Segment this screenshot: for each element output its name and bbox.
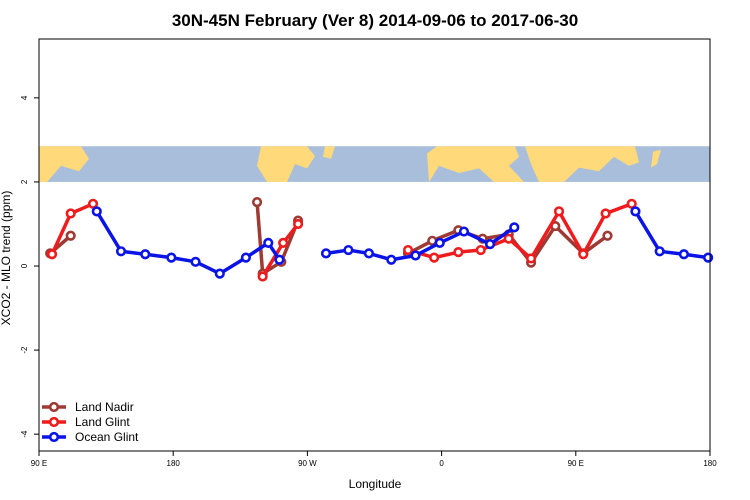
data-point xyxy=(703,252,714,263)
y-axis-label: XCO2 - MLO trend (ppm) xyxy=(0,191,13,326)
data-point xyxy=(65,208,76,219)
map-land xyxy=(257,146,315,182)
legend-marker xyxy=(48,401,60,413)
map-land xyxy=(323,146,335,159)
series-line xyxy=(255,201,300,276)
data-point xyxy=(578,249,589,260)
data-point xyxy=(600,208,611,219)
legend-label: Land Glint xyxy=(75,415,130,429)
data-point xyxy=(553,206,565,217)
data-point xyxy=(214,268,225,279)
y-tick-label: -2 xyxy=(20,346,29,354)
map-land xyxy=(39,146,89,182)
y-tick-label: -4 xyxy=(20,430,29,438)
y-axis: -4 -2 0 2 4 xyxy=(20,95,39,438)
data-point xyxy=(320,248,332,259)
data-point xyxy=(630,206,641,217)
data-point xyxy=(240,252,251,263)
data-point xyxy=(386,254,397,265)
data-point xyxy=(87,198,99,209)
data-point xyxy=(278,237,289,248)
series-line xyxy=(407,202,633,261)
data-point xyxy=(363,248,375,259)
data-point xyxy=(190,256,201,267)
data-point xyxy=(509,222,520,233)
data-point xyxy=(654,246,665,257)
data-point xyxy=(263,237,274,248)
data-point xyxy=(525,253,537,264)
x-tick-label: 90 E xyxy=(568,459,584,468)
data-point xyxy=(458,226,470,237)
x-tick-label: 180 xyxy=(167,459,181,468)
x-axis: 90 E 180 90 W 0 90 E 180 xyxy=(31,451,717,468)
chart-title: 30N-45N February (Ver 8) 2014-09-06 to 2… xyxy=(172,11,578,30)
data-point xyxy=(251,197,263,208)
plot-frame xyxy=(38,38,711,452)
data-point xyxy=(274,254,285,265)
data-point xyxy=(292,218,304,230)
data-point xyxy=(140,249,151,260)
data-point xyxy=(503,233,514,244)
data-point xyxy=(475,244,486,256)
data-point xyxy=(91,206,102,217)
x-tick-label: 90 E xyxy=(31,459,47,468)
series-land-glint xyxy=(46,198,637,282)
data-point xyxy=(434,237,445,248)
data-point xyxy=(602,230,613,241)
x-tick-label: 90 W xyxy=(298,459,317,468)
legend-item: Ocean Glint xyxy=(42,430,139,444)
legend-item: Land Nadir xyxy=(42,400,134,414)
data-point xyxy=(626,198,637,209)
x-tick-label: 180 xyxy=(703,459,717,468)
data-point xyxy=(484,239,496,250)
y-tick-label: 2 xyxy=(20,179,29,184)
map-land xyxy=(525,146,639,182)
y-tick-label: 4 xyxy=(20,95,29,100)
map-land xyxy=(427,146,524,182)
data-point xyxy=(166,252,177,263)
data-point xyxy=(429,252,440,263)
data-point xyxy=(410,250,421,261)
data-point xyxy=(453,247,464,258)
world-map-band xyxy=(39,146,710,182)
data-point xyxy=(115,246,127,257)
series-ocean-glint xyxy=(91,206,714,279)
legend-label: Ocean Glint xyxy=(75,430,139,444)
legend-label: Land Nadir xyxy=(75,400,134,414)
data-point xyxy=(402,244,414,256)
data-point xyxy=(257,271,268,282)
data-point xyxy=(46,249,58,260)
map-land xyxy=(651,149,661,168)
y-tick-label: 0 xyxy=(20,263,29,268)
data-point xyxy=(678,249,690,260)
legend-item: Land Glint xyxy=(42,415,130,429)
series-line xyxy=(633,210,709,260)
x-axis-label: Longitude xyxy=(349,477,402,491)
data-point xyxy=(65,230,76,241)
x-tick-label: 0 xyxy=(439,459,444,468)
data-point xyxy=(343,244,354,256)
legend-marker xyxy=(48,431,60,443)
legend-marker xyxy=(48,416,60,428)
